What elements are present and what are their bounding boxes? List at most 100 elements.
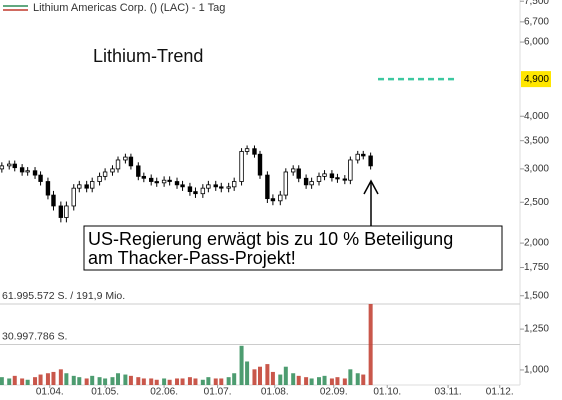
y-tick-label: 4,000 (524, 111, 549, 122)
y-tick-label: 1,000 (524, 365, 549, 376)
volume-bar (33, 377, 38, 385)
x-tick-label: 02.09. (320, 387, 348, 398)
volume-bar (128, 375, 133, 385)
volume-bar (187, 377, 192, 385)
candle-body (361, 153, 366, 157)
y-tick-label: 7,500 (524, 0, 549, 7)
candle-body (239, 151, 244, 182)
volume-bar (278, 374, 283, 385)
candle-body (368, 155, 373, 167)
volume-bar (116, 373, 121, 385)
y-tick-label: 1,500 (524, 290, 549, 301)
volume-bar (25, 379, 30, 385)
candle-body (355, 153, 360, 161)
volume-bar (136, 377, 141, 385)
y-tick-label: 2,500 (524, 197, 549, 208)
candle-body (71, 187, 76, 207)
volume-bar (368, 304, 373, 385)
volume-bar (226, 377, 231, 385)
candle-body (296, 168, 301, 179)
candle-body (278, 194, 283, 202)
candle-body (12, 163, 17, 169)
candle-body (141, 175, 147, 179)
x-tick-label: 01.05. (91, 387, 119, 398)
candle-body (174, 181, 180, 186)
volume-bar (219, 378, 224, 385)
y-tick-label: 6,700 (524, 16, 549, 27)
volume-bar (270, 371, 275, 385)
volume-bar (175, 378, 180, 385)
y-tick-label: 6,000 (524, 37, 549, 48)
candle-body (213, 184, 218, 188)
x-tick-label: 01.10. (373, 387, 401, 398)
candle-body (226, 186, 231, 189)
candle-body (187, 186, 193, 192)
volume-bar (348, 369, 353, 385)
candle-body (290, 168, 296, 173)
volume-bar (38, 374, 43, 385)
x-tick-label: 01.07. (204, 387, 232, 398)
candle-body (110, 168, 115, 173)
candle-body (128, 156, 134, 167)
y-tick-label: 1,250 (524, 324, 549, 335)
volume-bar (252, 369, 257, 385)
volume-bar (355, 373, 360, 385)
annotation-box (83, 225, 503, 271)
y-tick-label: 1,750 (524, 262, 549, 273)
volume-bar (45, 373, 50, 385)
candle-body (84, 184, 89, 189)
volume-bar (162, 378, 167, 385)
volume-bar (213, 378, 218, 385)
legend-label: Lithium Americas Corp. () (LAC) - 1 Tag (33, 2, 225, 14)
y-tick-label: 3,500 (524, 135, 549, 146)
candle-body (32, 170, 38, 176)
x-tick-label: 01.12. (486, 387, 514, 398)
candle-body (89, 181, 95, 189)
volume-bar (304, 377, 309, 385)
target-label: 4,900 (524, 74, 549, 85)
volume-bar (265, 364, 270, 385)
volume-bar (149, 378, 154, 385)
volume-bar (0, 377, 4, 385)
arrow-head (363, 179, 379, 195)
volume-bar (342, 378, 347, 385)
candle-body (244, 148, 250, 152)
volume-bar (232, 373, 237, 385)
candle-body (97, 175, 102, 182)
candle-body (167, 179, 172, 182)
candle-body (0, 165, 5, 170)
volume-bar (103, 378, 108, 385)
candle-body (123, 156, 128, 161)
candle-body (149, 177, 154, 182)
volume-bar (7, 378, 12, 385)
volume-bar (317, 377, 322, 385)
candle-body (283, 171, 289, 196)
candle-body (265, 174, 270, 200)
volume-bar (245, 361, 250, 385)
candle-body (161, 179, 167, 184)
candle-body (316, 175, 322, 182)
x-tick-label: 01.04. (36, 387, 64, 398)
volume-tick-label: 30.997.786 S. (2, 330, 67, 342)
volume-bar (291, 373, 296, 385)
candle-body (252, 148, 257, 155)
candle-body (115, 159, 121, 170)
candle-body (348, 159, 353, 181)
x-tick-label: 03.11. (435, 387, 462, 398)
candle-body (45, 181, 51, 196)
candle-body (180, 184, 185, 188)
volume-bar (283, 366, 288, 385)
candle-body (154, 181, 159, 184)
candle-body (342, 178, 348, 181)
annotation-line: am Thacker-Pass-Projekt! (88, 248, 296, 268)
volume-bar (51, 371, 56, 385)
candle-body (58, 205, 64, 218)
candle-body (309, 181, 314, 186)
candle-body (19, 167, 25, 173)
volume-bar (77, 377, 82, 385)
candle-body (64, 205, 69, 218)
x-tick-label: 01.08. (261, 387, 289, 398)
volume-bar (141, 378, 146, 385)
candle-body (322, 173, 327, 177)
